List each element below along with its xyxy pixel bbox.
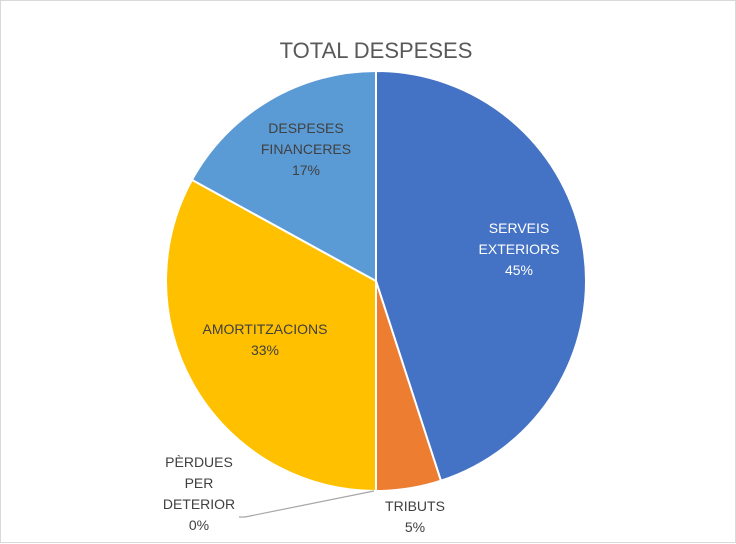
slice-name-label: AMORTITZACIONS	[203, 321, 328, 337]
slice-name-label: PÈRDUES	[165, 454, 233, 470]
slice-percent-label: 5%	[405, 519, 425, 535]
slice-percent-label: 17%	[292, 162, 320, 178]
slice-name-label: TRIBUTS	[385, 498, 445, 514]
slice-label-tributs: TRIBUTS 5%	[385, 498, 445, 535]
slice-percent-label: 0%	[189, 517, 209, 533]
leader-line-p-rdues-per-deterior	[239, 490, 375, 518]
pie-slice-amortitzacions	[165, 178, 377, 493]
slice-name-label: FINANCERES	[261, 141, 351, 157]
pie-slice-serveis-exteriors	[375, 69, 587, 482]
slice-label-amortitzacions: AMORTITZACIONS 33%	[203, 321, 328, 358]
pie-slice-despeses-financeres	[190, 69, 377, 283]
slice-name-label: DETERIOR	[163, 496, 235, 512]
slice-label-despeses-financeres: DESPESES FINANCERES 17%	[261, 120, 351, 178]
slice-name-label: EXTERIORS	[479, 241, 560, 257]
pie-labels: SERVEIS EXTERIORS 45% TRIBUTS 5% PÈRDUES PER DE…	[163, 120, 560, 535]
pie-slices	[165, 69, 587, 493]
slice-name-label: DESPESES	[268, 120, 343, 136]
slice-label-p-rdues-per-deterior: PÈRDUES PER DETERIOR 0%	[163, 454, 235, 533]
slice-percent-label: 45%	[505, 262, 533, 278]
chart-title: TOTAL DESPESES	[280, 38, 473, 63]
slice-label-serveis-exteriors: SERVEIS EXTERIORS 45%	[479, 220, 560, 278]
slice-name-label: SERVEIS	[489, 220, 549, 236]
slice-percent-label: 33%	[251, 342, 279, 358]
slice-name-label: PER	[185, 475, 214, 491]
